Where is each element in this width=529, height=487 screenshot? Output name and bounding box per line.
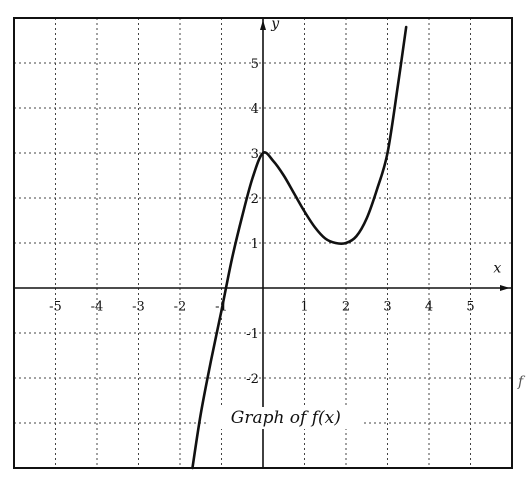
y-axis-label: y [270, 16, 280, 32]
y-tick-label: -2 [246, 372, 259, 387]
y-tick-label: 3 [251, 147, 259, 162]
y-tick-label: 5 [251, 57, 259, 72]
x-tick-label: 4 [425, 300, 433, 315]
x-tick-label: 2 [342, 300, 350, 315]
x-tick-label: 5 [466, 300, 474, 315]
axes: xy [14, 16, 512, 468]
plot-frame [13, 17, 513, 469]
grid [14, 18, 512, 468]
x-axis-label: x [493, 260, 501, 276]
x-tick-label: -4 [91, 300, 104, 315]
x-tick-label: -2 [174, 300, 187, 315]
x-tick-label: -5 [49, 300, 62, 315]
y-tick-label: 4 [251, 102, 259, 117]
annotation-background [207, 407, 364, 429]
y-tick-label: -1 [246, 327, 259, 342]
curve-layer [191, 25, 408, 470]
x-tick-label: 1 [300, 300, 308, 315]
annotations: Graph of f(x) [207, 407, 364, 429]
x-axis-arrow [500, 285, 510, 291]
function-curve [191, 25, 408, 470]
y-tick-label: 1 [251, 237, 259, 252]
x-tick-label: 3 [383, 300, 391, 315]
margin-text: f [517, 374, 526, 390]
graph-annotation: Graph of f(x) [231, 408, 341, 428]
x-tick-label: -3 [132, 300, 145, 315]
y-tick-label: 2 [251, 192, 259, 207]
y-axis-arrow [260, 20, 266, 30]
